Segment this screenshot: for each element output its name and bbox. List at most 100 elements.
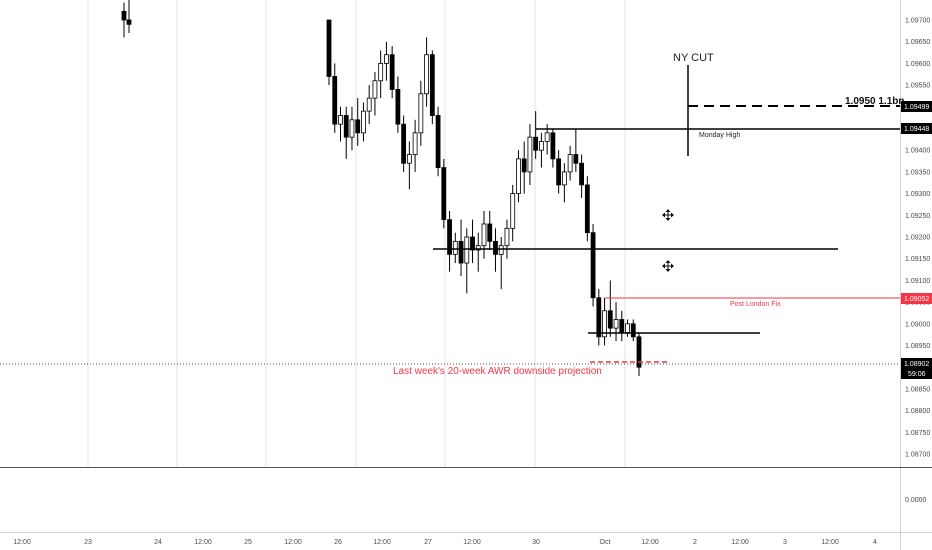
y-tick-label: 1.09300	[905, 191, 930, 198]
move-cursor-icon[interactable]	[662, 209, 674, 221]
candle	[332, 63, 338, 133]
y-tick-label: 1.09350	[905, 169, 930, 176]
candle	[366, 85, 372, 125]
candle	[338, 106, 343, 142]
candle-body	[447, 219, 452, 255]
monday-high-label: Monday High	[699, 132, 740, 139]
candle	[521, 141, 527, 194]
x-tick-label: 25	[244, 539, 252, 546]
candle-body	[521, 158, 527, 173]
day-separators	[87, 0, 626, 467]
price-axis[interactable]	[900, 0, 932, 550]
y-tick-label: 1.09550	[905, 83, 930, 90]
candle-body	[435, 115, 441, 168]
post-london-fix-label: Post London Fix	[730, 301, 781, 308]
candle-body	[544, 132, 550, 142]
candle-body	[326, 19, 332, 77]
x-tick-label: 12:00	[373, 539, 391, 546]
price-tag-1-09499: 1.09499	[901, 101, 932, 112]
candle-body	[607, 310, 613, 329]
candle-body	[378, 63, 384, 82]
y-tick-label: 1.09200	[905, 235, 930, 242]
price-tag-text: 1.09052	[904, 296, 929, 303]
candle	[326, 19, 332, 86]
level-lines	[0, 65, 900, 365]
candle	[636, 332, 642, 376]
candle	[418, 80, 424, 146]
x-tick-label: 23	[84, 539, 92, 546]
current-price-text: 1.08902	[904, 361, 929, 368]
candle	[584, 176, 590, 242]
candle	[412, 119, 418, 172]
candle-body	[613, 319, 619, 329]
y-tick-label: 1.08750	[905, 430, 930, 437]
y-tick-label: 1.08700	[905, 452, 930, 459]
price-tag-text: 1.09448	[904, 126, 929, 133]
candle-body	[533, 136, 539, 151]
candle	[567, 145, 573, 181]
candle	[441, 158, 447, 229]
candle	[510, 184, 516, 242]
candle	[429, 50, 435, 125]
candle	[447, 210, 452, 272]
x-tick-label: 12:00	[641, 539, 659, 546]
y-tick-label: 1.09150	[905, 256, 930, 263]
x-tick-label: 30	[532, 539, 540, 546]
candle	[516, 150, 521, 203]
option-expiry-label: 1.0950 1.1bn	[845, 96, 904, 107]
x-tick-label: 26	[334, 539, 342, 546]
candle	[343, 106, 349, 159]
subpane-tick: 0.0000	[905, 497, 927, 504]
candle-body	[630, 323, 636, 338]
y-axis-ticks: 1.097001.096501.096001.095501.095001.094…	[905, 18, 930, 459]
candle-body	[579, 162, 584, 186]
candle-body	[384, 54, 389, 64]
candle	[424, 37, 429, 107]
candle	[475, 232, 481, 272]
candle-body	[481, 223, 487, 247]
candle-body	[418, 93, 424, 134]
candle-body	[550, 132, 556, 160]
x-tick-label: 12:00	[731, 539, 749, 546]
candle	[355, 98, 361, 146]
candle	[527, 124, 533, 185]
candle	[556, 150, 562, 194]
candle-body	[343, 115, 349, 138]
candles	[121, 0, 642, 376]
candle-body	[452, 240, 458, 255]
candle	[401, 115, 407, 172]
bar-countdown-text: 59:06	[908, 371, 926, 378]
candle	[372, 72, 378, 116]
candle-body	[366, 97, 372, 112]
y-tick-label: 1.08850	[905, 386, 930, 393]
candle-body	[395, 89, 401, 125]
move-cursor-icon[interactable]	[662, 260, 674, 272]
candle-body	[527, 136, 533, 173]
current-price-tag: 1.08902 59:06	[901, 358, 932, 379]
time-axis[interactable]: 12:00 23 24 12:00 25 12:00 26 12:00 27 12:00 30 Oct…	[13, 539, 877, 546]
candle-body	[429, 54, 435, 116]
candle-body	[493, 240, 498, 255]
ny-cut-label: NY CUT	[673, 52, 714, 64]
x-tick-label: 27	[424, 539, 432, 546]
x-tick-label: 4	[873, 539, 877, 546]
candle	[464, 228, 470, 294]
candle-body	[121, 10, 127, 21]
candle	[493, 228, 498, 272]
candle-body	[470, 236, 475, 251]
x-tick-label: Oct	[600, 539, 611, 546]
candle-body	[424, 54, 429, 95]
y-tick-label: 1.09000	[905, 321, 930, 328]
candle	[550, 128, 556, 168]
candle-body	[625, 323, 630, 333]
candle-body	[567, 154, 573, 173]
candle-body	[516, 158, 521, 195]
candle-body	[636, 336, 642, 368]
x-tick-label: 3	[783, 539, 787, 546]
candle-body	[498, 245, 504, 255]
candle-body	[475, 245, 481, 251]
y-tick-label: 1.09100	[905, 278, 930, 285]
candle-body	[561, 171, 567, 186]
x-tick-label: 2	[693, 539, 697, 546]
